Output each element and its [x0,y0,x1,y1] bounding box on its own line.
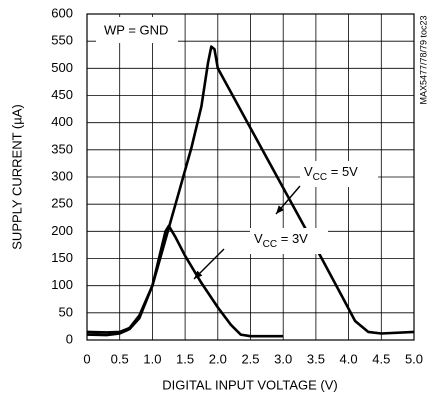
x-tick-label: 3.5 [307,351,325,366]
y-tick-label: 550 [51,33,73,48]
y-tick-label: 450 [51,87,73,102]
series-label: VCC = 3V [254,231,308,249]
series-label-part: CC [313,172,327,183]
series-label-part: CC [263,239,277,250]
series-label-bg [300,161,378,187]
y-tick-label: 150 [51,250,73,265]
side-note: MAX5477/78/79 toc23 [418,15,428,104]
annotation-box [96,17,178,43]
x-tick-label: 2.5 [241,351,259,366]
x-tick-label: 4.0 [340,351,358,366]
x-axis-label: DIGITAL INPUT VOLTAGE (V) [162,377,338,392]
y-tick-label: 0 [66,331,73,346]
x-tick-label: 3.0 [274,351,292,366]
data-line [86,224,284,338]
x-tick-label: 1.5 [176,351,194,366]
y-tick-label: 300 [51,168,73,183]
series-label-part: = 5V [327,164,358,179]
y-axis-label: SUPPLY CURRENT (µA) [9,104,24,249]
x-tick-label: 1.0 [143,351,161,366]
series-label-part: = 3V [277,231,308,246]
arrow-head [194,270,203,279]
y-tick-label: 250 [51,196,73,211]
y-tick-label: 350 [51,141,73,156]
series-label-part: V [304,164,313,179]
x-tick-label: 0 [83,351,90,366]
y-tick-label: 600 [51,5,73,20]
series-label-bg [250,228,328,254]
x-tick-label: 5.0 [405,351,423,366]
y-tick-label: 100 [51,277,73,292]
y-tick-label: 400 [51,114,73,129]
y-tick-label: 200 [51,223,73,238]
y-tick-label: 50 [59,304,73,319]
annotation: WP = GND [104,22,168,37]
x-tick-label: 0.5 [111,351,129,366]
arrow-head [276,205,285,214]
series-label: VCC = 5V [304,164,358,182]
series-label-part: V [254,231,263,246]
x-tick-label: 4.5 [372,351,390,366]
x-tick-label: 2.0 [209,351,227,366]
plot-frame [86,13,415,341]
y-tick-label: 500 [51,60,73,75]
